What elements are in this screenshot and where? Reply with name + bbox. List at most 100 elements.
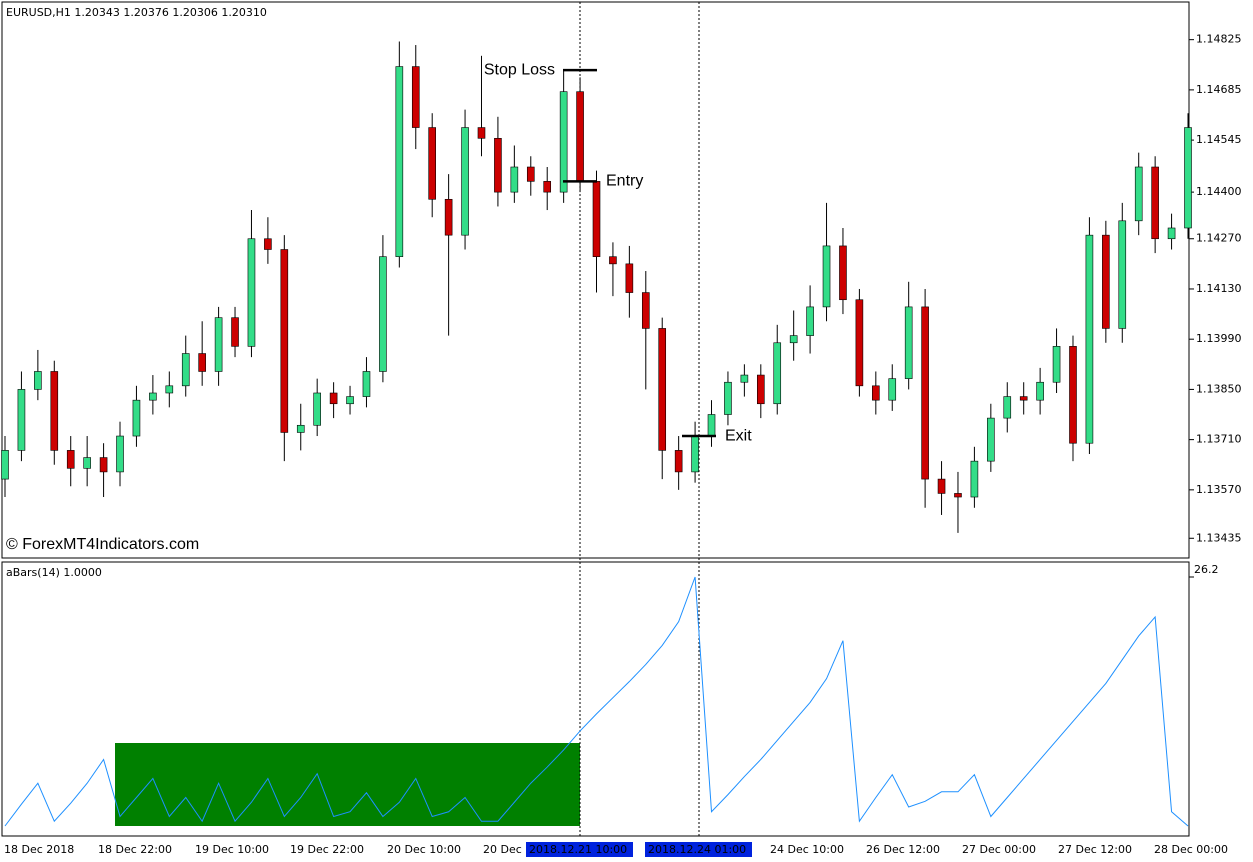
candle-body	[231, 317, 239, 347]
candle-body	[822, 245, 831, 308]
candle-body	[1134, 166, 1143, 222]
x-tick-label: 18 Dec 22:00	[98, 843, 172, 856]
x-label-highlight	[526, 842, 633, 857]
candle-body	[477, 127, 486, 139]
candle-body	[346, 396, 354, 405]
y-tick-label: 26.2	[1194, 563, 1219, 576]
candle-body	[379, 256, 387, 372]
main-panel	[1, 1, 1190, 559]
candle-body	[526, 166, 535, 182]
x-tick-label: 2018.12.24 01:00	[648, 843, 746, 856]
annotation: Exit	[725, 427, 752, 444]
candle-body	[691, 435, 699, 473]
candle-body	[34, 371, 42, 390]
candle-body	[1, 450, 9, 480]
y-tick-label: 1.13990	[1196, 332, 1242, 345]
candle-body	[757, 374, 765, 405]
candle-body	[395, 66, 404, 257]
candle-body	[625, 263, 634, 293]
y-tick-label: 1.14270	[1196, 232, 1242, 245]
indicator-title: aBars(14) 1.0000	[6, 566, 102, 579]
candle-body	[198, 353, 206, 372]
candle-body	[674, 450, 683, 473]
x-tick-label: 2018.12.21 10:00	[529, 843, 627, 856]
candle-body	[707, 414, 716, 437]
candle-body	[970, 460, 979, 498]
candle-body	[132, 399, 141, 437]
candle-body	[872, 385, 880, 401]
x-tick-label: 20 Dec	[483, 843, 522, 856]
candle-body	[609, 256, 617, 265]
candle-body	[1003, 396, 1012, 419]
y-tick-label: 1.13850	[1196, 382, 1242, 395]
candle-body	[839, 245, 847, 301]
candle-body	[50, 371, 59, 451]
x-tick-label: 19 Dec 10:00	[195, 843, 269, 856]
x-tick-label: 28 Dec 00:00	[1154, 843, 1228, 856]
y-tick-label: 1.13710	[1196, 433, 1242, 446]
candle-body	[362, 371, 371, 397]
candle-body	[1052, 346, 1061, 383]
candle-body	[247, 238, 256, 347]
y-tick-label: 1.14685	[1196, 83, 1242, 96]
annotation: Entry	[606, 173, 643, 190]
candle-body	[1036, 381, 1044, 401]
candle-body	[937, 478, 946, 494]
x-tick-label: 20 Dec 10:00	[387, 843, 461, 856]
candle-body	[329, 392, 338, 405]
candle-body	[724, 381, 732, 415]
x-tick-label: 27 Dec 12:00	[1058, 843, 1132, 856]
candle-body	[806, 306, 814, 336]
candle-body	[411, 66, 420, 128]
candle-body	[1118, 220, 1127, 329]
highlight-zone	[115, 743, 580, 826]
candle-body	[99, 457, 108, 473]
candle-body	[921, 306, 929, 480]
y-tick-label: 1.13570	[1196, 483, 1242, 496]
candle-body	[510, 166, 519, 193]
candle-body	[559, 91, 568, 193]
y-tick-label: 1.13435	[1196, 531, 1242, 544]
annotation: Stop Loss	[484, 61, 555, 78]
y-tick-label: 1.14130	[1196, 282, 1242, 295]
x-tick-label: 18 Dec 2018	[4, 843, 74, 856]
candle-body	[987, 417, 995, 462]
chart-title: EURUSD,H1 1.20343 1.20376 1.20306 1.2031…	[6, 6, 267, 19]
candle-body	[181, 353, 190, 387]
candle-body	[461, 127, 469, 236]
candle-body	[313, 392, 321, 426]
candle-body	[444, 198, 453, 236]
indicator-line	[4, 576, 1189, 827]
candle-body	[1069, 346, 1077, 444]
candle-body	[116, 435, 124, 473]
y-tick-label: 1.14545	[1196, 133, 1242, 146]
candle-body	[1085, 234, 1094, 444]
candle-body	[296, 424, 305, 433]
candle-body	[740, 374, 749, 383]
candle-body	[641, 292, 650, 329]
candle-body	[83, 457, 91, 469]
candle-body	[543, 181, 552, 193]
candle-body	[66, 450, 75, 469]
x-tick-label: 19 Dec 22:00	[290, 843, 364, 856]
candle-body	[1019, 396, 1028, 401]
candle-body	[214, 317, 223, 372]
candle-body	[1184, 127, 1192, 229]
candle-body	[17, 389, 26, 451]
candle-body	[592, 181, 601, 257]
candle-body	[165, 385, 174, 394]
y-tick-label: 1.14825	[1196, 33, 1242, 46]
x-label-highlight	[645, 842, 752, 857]
candle-body	[1167, 227, 1176, 240]
candle-body	[1151, 166, 1159, 240]
candle-body	[773, 342, 782, 405]
candle-body	[855, 299, 864, 387]
candle-body	[904, 306, 913, 379]
x-tick-label: 26 Dec 12:00	[866, 843, 940, 856]
candle-body	[428, 127, 436, 200]
candle-body	[576, 91, 584, 182]
candle-body	[954, 493, 962, 498]
candle-body	[888, 378, 897, 401]
watermark: © ForexMT4Indicators.com	[6, 536, 199, 553]
candle-body	[658, 328, 667, 451]
